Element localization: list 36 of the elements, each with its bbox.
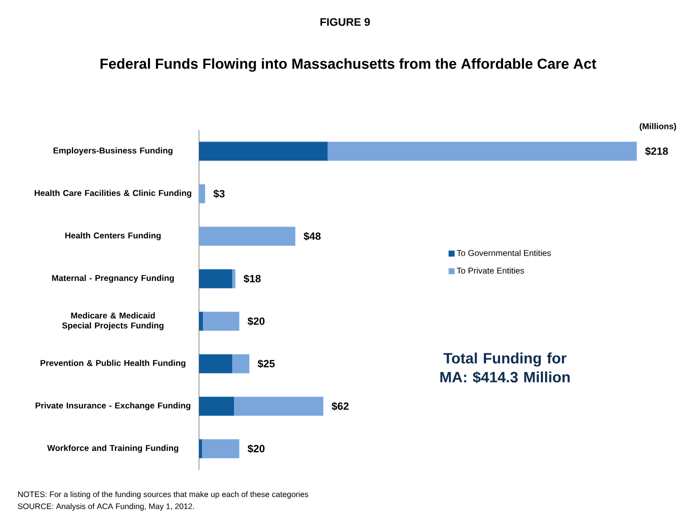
bar [199, 439, 202, 458]
bar [202, 439, 240, 458]
bar [199, 354, 232, 374]
bar [199, 396, 234, 416]
bar [199, 269, 232, 288]
legend-label: To Private Entities [456, 267, 524, 274]
y-tick-label: Maternal - Pregnancy Funding [52, 274, 174, 283]
annotation: $25 [258, 359, 275, 368]
bar [232, 354, 250, 374]
legend-label: To Governmental Entities [456, 250, 551, 256]
annotation: $218 [645, 146, 668, 156]
annotation: Total Funding for MA: $414.3 Million [440, 352, 570, 384]
annotation: $62 [332, 402, 349, 411]
bar [202, 312, 240, 331]
caption: FIGURE 9 [320, 18, 370, 26]
bar [199, 142, 328, 161]
chart-title: Federal Funds Flowing into Massachusetts from the Affordable Care Act [100, 58, 596, 72]
annotation: $20 [248, 444, 265, 454]
y-tick-label: Health Care Facilities & Clinic Funding [34, 190, 192, 198]
text: (Millions) [640, 123, 676, 131]
y-tick-label: Private Insurance - Exchange Funding [36, 402, 190, 410]
y-tick-label: Prevention & Public Health Funding [40, 360, 186, 368]
y-tick-label: Health Centers Funding [65, 232, 161, 240]
bar [328, 142, 637, 161]
annotation: $48 [304, 232, 321, 241]
y-tick-label: Medicare & Medicaid Special Projects Funding [62, 312, 164, 330]
bar [234, 396, 324, 416]
bar [199, 312, 203, 331]
y-tick-label: Employers-Business Funding [54, 147, 172, 156]
bar [199, 226, 296, 246]
annotation: $20 [248, 316, 265, 326]
annotation: $3 [213, 189, 225, 198]
annotation: $18 [244, 274, 261, 284]
bar [199, 184, 206, 204]
y-tick-label: Workforce and Training Funding [47, 444, 178, 453]
bar [232, 269, 236, 288]
